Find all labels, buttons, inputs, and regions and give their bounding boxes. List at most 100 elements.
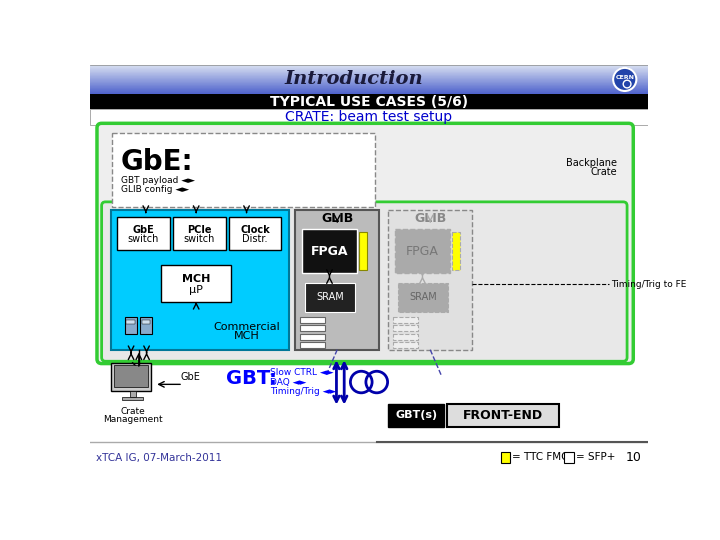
Text: Distr.: Distr. — [243, 234, 268, 244]
Bar — [90, 67, 648, 68]
Text: Timing/Trig ◄►: Timing/Trig ◄► — [270, 387, 336, 396]
Text: μP: μP — [189, 285, 203, 295]
Text: GBT payload ◄►: GBT payload ◄► — [121, 176, 195, 185]
Text: switch: switch — [184, 234, 215, 244]
Bar — [295, 210, 379, 350]
Bar — [125, 318, 137, 334]
Text: switch: switch — [127, 234, 159, 244]
Bar — [388, 403, 444, 427]
Bar — [90, 70, 648, 71]
Bar — [305, 283, 355, 312]
Text: Clock: Clock — [240, 225, 270, 234]
Bar — [90, 91, 648, 92]
Bar — [90, 80, 648, 81]
Text: CRATE: beam test setup: CRATE: beam test setup — [285, 110, 453, 124]
Bar — [127, 320, 135, 325]
Bar — [388, 210, 472, 350]
Text: GBT:: GBT: — [225, 369, 276, 388]
Text: Crate: Crate — [590, 167, 617, 177]
Bar — [302, 229, 357, 273]
Bar — [90, 73, 648, 74]
Text: = TTC FMC: = TTC FMC — [513, 453, 569, 462]
Text: GLIB: GLIB — [321, 212, 354, 225]
Text: DAQ ◄►: DAQ ◄► — [270, 377, 306, 387]
Bar — [122, 397, 143, 400]
Text: MCH: MCH — [182, 274, 210, 284]
Bar — [300, 316, 325, 323]
Bar — [117, 217, 170, 249]
Bar — [90, 82, 648, 83]
Text: Commercial: Commercial — [213, 322, 280, 332]
Text: = SFP+: = SFP+ — [576, 453, 616, 462]
Bar — [90, 89, 648, 90]
Text: Management: Management — [103, 415, 163, 423]
Bar — [90, 88, 648, 89]
Bar — [90, 75, 648, 76]
Bar — [111, 363, 151, 390]
Text: TYPICAL USE CASES (5/6): TYPICAL USE CASES (5/6) — [270, 94, 468, 109]
Bar — [90, 79, 648, 80]
Bar — [90, 66, 648, 67]
Text: GbE: GbE — [132, 225, 154, 234]
FancyBboxPatch shape — [102, 202, 627, 361]
Bar — [161, 265, 231, 302]
Bar — [142, 320, 150, 325]
Bar — [90, 65, 648, 66]
Bar — [90, 76, 648, 77]
Bar — [393, 316, 418, 323]
Text: FPGA: FPGA — [311, 245, 348, 258]
Bar — [229, 217, 282, 249]
Bar — [112, 132, 375, 207]
Bar — [359, 232, 366, 271]
Bar — [300, 334, 325, 340]
Bar — [393, 342, 418, 348]
Text: Timing/Trig to FE: Timing/Trig to FE — [611, 280, 686, 289]
Text: GLIB: GLIB — [414, 212, 446, 225]
Text: GbE: GbE — [181, 372, 201, 382]
Bar — [395, 229, 451, 273]
Bar — [564, 452, 574, 463]
Bar — [90, 74, 648, 75]
Bar — [140, 318, 152, 334]
Bar — [300, 342, 325, 348]
Bar — [90, 69, 648, 70]
Bar — [397, 283, 448, 312]
Text: CERN: CERN — [616, 75, 634, 79]
Text: GLIB config ◄►: GLIB config ◄► — [121, 185, 189, 194]
Bar — [90, 85, 648, 86]
Bar — [90, 110, 648, 125]
Bar — [114, 365, 148, 387]
Text: SRAM: SRAM — [316, 292, 343, 302]
Bar — [90, 90, 648, 91]
Text: GbE:: GbE: — [121, 148, 194, 176]
Bar — [90, 72, 648, 73]
Bar — [90, 93, 648, 94]
Text: PCIe: PCIe — [187, 225, 212, 234]
Bar — [500, 452, 510, 463]
Bar — [90, 71, 648, 72]
Bar — [393, 325, 418, 331]
FancyBboxPatch shape — [97, 123, 634, 363]
Bar — [90, 87, 648, 88]
Bar — [90, 77, 648, 78]
Text: MCH: MCH — [234, 331, 259, 341]
Circle shape — [613, 68, 636, 91]
Text: Crate: Crate — [120, 407, 145, 416]
Bar — [111, 210, 289, 350]
Bar — [90, 94, 648, 110]
Text: Slow CTRL ◄►: Slow CTRL ◄► — [270, 368, 333, 377]
Bar — [173, 217, 225, 249]
Bar — [90, 86, 648, 87]
Text: GBT(s): GBT(s) — [395, 410, 437, 420]
Bar — [90, 78, 648, 79]
Bar — [446, 403, 559, 427]
Bar — [90, 92, 648, 93]
Bar — [90, 81, 648, 82]
Bar — [90, 84, 648, 85]
Bar — [452, 232, 459, 271]
Text: 10: 10 — [626, 451, 642, 464]
Text: SRAM: SRAM — [409, 292, 437, 302]
Text: Introduction: Introduction — [284, 70, 423, 89]
Text: FPGA: FPGA — [406, 245, 439, 258]
Bar — [130, 390, 136, 397]
